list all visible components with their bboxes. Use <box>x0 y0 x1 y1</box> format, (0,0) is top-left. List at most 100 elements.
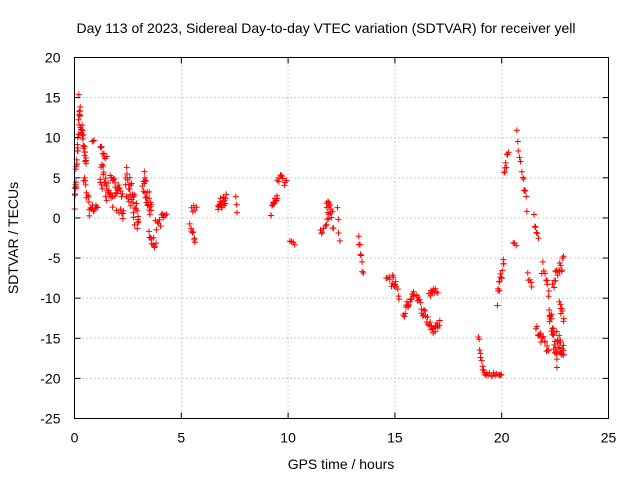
data-point <box>125 194 132 201</box>
data-point <box>436 322 443 329</box>
data-point <box>418 306 425 313</box>
data-point <box>131 191 138 198</box>
y-axis-label: SDTVAR / TECUs <box>5 182 21 294</box>
data-point <box>534 230 541 237</box>
x-tick-label: 0 <box>71 430 79 446</box>
data-point <box>291 241 298 248</box>
data-point <box>223 191 230 198</box>
data-point <box>232 193 239 200</box>
data-point <box>80 131 87 138</box>
data-point <box>89 138 96 145</box>
data-point <box>268 212 275 219</box>
data-point <box>551 284 558 291</box>
data-point <box>553 328 560 335</box>
data-point <box>283 177 290 184</box>
data-point <box>541 338 548 345</box>
data-point <box>522 188 529 195</box>
y-tick-label: 10 <box>45 130 61 146</box>
data-point <box>101 179 108 186</box>
data-point <box>113 189 120 196</box>
data-point <box>142 177 149 184</box>
y-tick-label: -5 <box>48 250 61 266</box>
data-point <box>190 229 197 236</box>
data-point <box>549 331 556 338</box>
data-point <box>99 185 106 192</box>
data-point <box>118 193 125 200</box>
data-point <box>142 178 149 185</box>
data-point <box>432 285 439 292</box>
data-point <box>127 202 134 209</box>
data-point <box>396 296 403 303</box>
data-point <box>326 201 333 208</box>
data-point <box>76 112 83 119</box>
data-point <box>82 177 89 184</box>
data-point <box>281 182 288 189</box>
data-point <box>103 197 110 204</box>
data-point <box>217 195 224 202</box>
data-point <box>135 218 142 225</box>
data-point <box>394 286 401 293</box>
data-point <box>528 283 535 290</box>
x-tick-label: 20 <box>494 430 510 446</box>
data-point <box>274 195 281 202</box>
data-point <box>476 336 483 343</box>
data-point <box>98 181 105 188</box>
data-point <box>222 195 229 202</box>
data-point <box>129 199 136 206</box>
data-point <box>140 188 147 195</box>
data-point <box>113 190 120 197</box>
data-point <box>496 278 503 285</box>
data-point <box>503 164 510 171</box>
data-point <box>329 208 336 215</box>
data-point <box>124 171 131 178</box>
data-point <box>520 174 527 181</box>
y-tick-label: 15 <box>45 90 61 106</box>
data-point <box>116 185 123 192</box>
data-point <box>436 317 443 324</box>
data-point <box>328 214 335 221</box>
data-point <box>79 132 86 139</box>
data-point <box>74 147 81 154</box>
data-point <box>496 287 503 294</box>
data-point <box>156 216 163 223</box>
data-point <box>530 211 537 218</box>
data-point <box>191 239 198 246</box>
data-point <box>98 144 105 151</box>
data-point <box>270 199 277 206</box>
data-point <box>557 310 564 317</box>
data-point <box>146 211 153 218</box>
data-point <box>476 347 483 354</box>
plot-frame <box>74 57 609 419</box>
data-point <box>535 235 542 242</box>
data-point <box>516 154 523 161</box>
data-point <box>560 253 567 260</box>
data-point <box>392 278 399 285</box>
data-point <box>427 318 434 325</box>
data-point <box>523 193 530 200</box>
data-point <box>421 307 428 314</box>
data-point <box>497 372 504 379</box>
data-point <box>318 230 325 237</box>
data-point <box>560 347 567 354</box>
x-tick-label: 15 <box>387 430 403 446</box>
data-point <box>355 233 362 240</box>
data-point <box>233 209 240 216</box>
data-point <box>77 103 84 110</box>
data-point <box>75 116 82 123</box>
data-point <box>553 356 560 363</box>
data-point <box>494 302 501 309</box>
data-point <box>143 193 150 200</box>
data-point <box>502 159 509 166</box>
data-point <box>325 198 331 205</box>
data-point <box>319 229 326 236</box>
data-point <box>335 216 342 223</box>
data-point <box>110 176 117 183</box>
data-point <box>548 315 555 322</box>
data-point <box>148 201 155 208</box>
data-point <box>330 224 337 231</box>
data-point <box>134 225 141 232</box>
data-point <box>323 221 330 228</box>
data-point <box>97 176 104 183</box>
data-point <box>190 202 197 209</box>
